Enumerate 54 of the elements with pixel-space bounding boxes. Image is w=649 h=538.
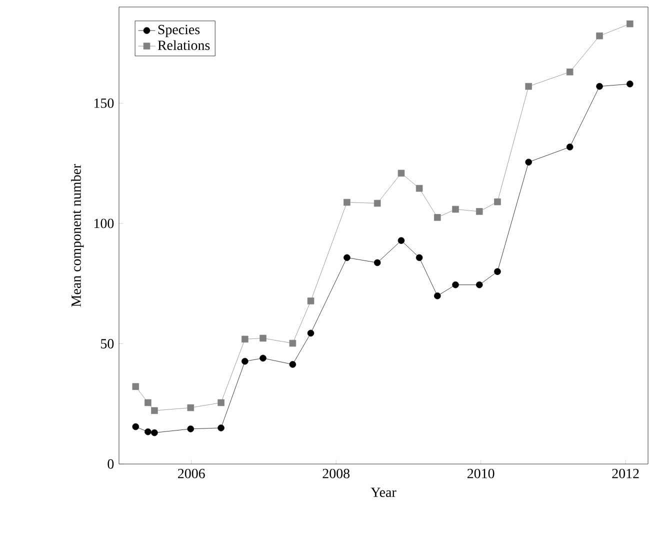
point <box>626 20 634 28</box>
point <box>596 82 603 90</box>
point <box>596 32 603 40</box>
point <box>289 361 296 368</box>
point <box>434 292 441 300</box>
point <box>289 340 296 347</box>
y-tick-label: 50 <box>101 339 114 348</box>
point <box>494 198 501 206</box>
x-tick-label: 2008 <box>322 468 350 478</box>
x-tick-label: 2012 <box>612 468 639 478</box>
point <box>260 334 266 342</box>
point <box>144 399 152 406</box>
point <box>344 198 350 206</box>
point <box>398 237 405 244</box>
point <box>218 399 224 406</box>
point <box>476 281 483 288</box>
point <box>494 268 501 275</box>
point <box>132 383 140 390</box>
point <box>525 158 532 166</box>
x-tick-label: 2006 <box>178 468 205 478</box>
legend-label: Relations <box>158 40 210 50</box>
point <box>525 82 532 90</box>
point <box>307 298 314 304</box>
point <box>626 80 634 88</box>
x-axis-title: Year <box>370 488 396 498</box>
point <box>132 423 140 430</box>
point <box>566 144 574 150</box>
point <box>144 428 152 436</box>
point <box>476 208 483 215</box>
point <box>151 429 158 436</box>
y-tick-label: 100 <box>94 218 114 228</box>
point <box>242 336 248 343</box>
y-tick-label: 150 <box>94 98 114 108</box>
y-axis-title: Mean component number <box>71 164 84 307</box>
point <box>452 206 459 213</box>
point <box>242 358 248 365</box>
legend-label: Species <box>158 24 200 38</box>
point <box>344 254 350 262</box>
point <box>151 407 158 414</box>
point <box>374 259 381 266</box>
point <box>452 281 459 288</box>
point <box>416 254 423 262</box>
point <box>307 330 314 337</box>
x-tick-label: 2010 <box>468 468 494 478</box>
point <box>398 170 405 177</box>
point <box>434 214 441 221</box>
point <box>260 354 266 362</box>
point <box>374 200 381 207</box>
point <box>416 184 423 192</box>
point <box>187 404 194 412</box>
point <box>218 424 224 432</box>
point <box>566 68 574 76</box>
point <box>187 425 194 432</box>
y-tick-label: 0 <box>108 459 114 469</box>
